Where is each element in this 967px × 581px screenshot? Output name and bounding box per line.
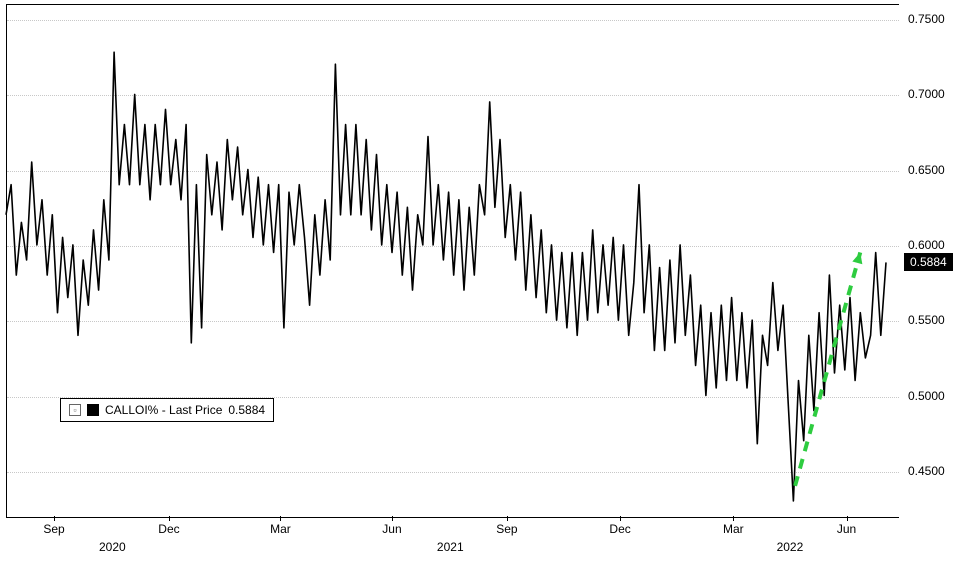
x-year-label: 2022: [777, 540, 804, 554]
x-year-label: 2020: [99, 540, 126, 554]
chart-container: ▫ CALLOI% - Last Price 0.5884 0.5884 0.4…: [0, 0, 967, 581]
y-tick-label: 0.6000: [908, 238, 945, 252]
legend-series-label: CALLOI% - Last Price: [105, 403, 222, 417]
x-tick: [847, 516, 848, 521]
y-tick-label: 0.4500: [908, 464, 945, 478]
annotation-arrow: [0, 0, 967, 581]
x-tick-label: Mar: [723, 522, 744, 536]
y-tick-label: 0.5500: [908, 313, 945, 327]
x-tick: [169, 516, 170, 521]
last-price-badge: 0.5884: [904, 253, 953, 271]
x-tick: [54, 516, 55, 521]
x-tick-label: Mar: [270, 522, 291, 536]
x-tick: [620, 516, 621, 521]
x-tick-label: Jun: [837, 522, 856, 536]
x-tick: [507, 516, 508, 521]
x-tick-label: Dec: [609, 522, 630, 536]
x-tick: [733, 516, 734, 521]
x-tick-label: Jun: [382, 522, 401, 536]
x-tick: [392, 516, 393, 521]
y-tick-label: 0.7500: [908, 12, 945, 26]
x-tick-label: Sep: [496, 522, 517, 536]
x-tick-label: Sep: [43, 522, 64, 536]
legend-swatch: [87, 404, 99, 416]
last-price-value: 0.5884: [910, 255, 947, 269]
x-tick: [280, 516, 281, 521]
legend-box: ▫ CALLOI% - Last Price 0.5884: [60, 398, 274, 422]
y-tick-label: 0.7000: [908, 87, 945, 101]
x-year-label: 2021: [437, 540, 464, 554]
x-tick-label: Dec: [158, 522, 179, 536]
legend-toggle-icon[interactable]: ▫: [69, 404, 81, 416]
legend-value: 0.5884: [228, 403, 265, 417]
y-tick-label: 0.6500: [908, 163, 945, 177]
y-tick-label: 0.5000: [908, 389, 945, 403]
